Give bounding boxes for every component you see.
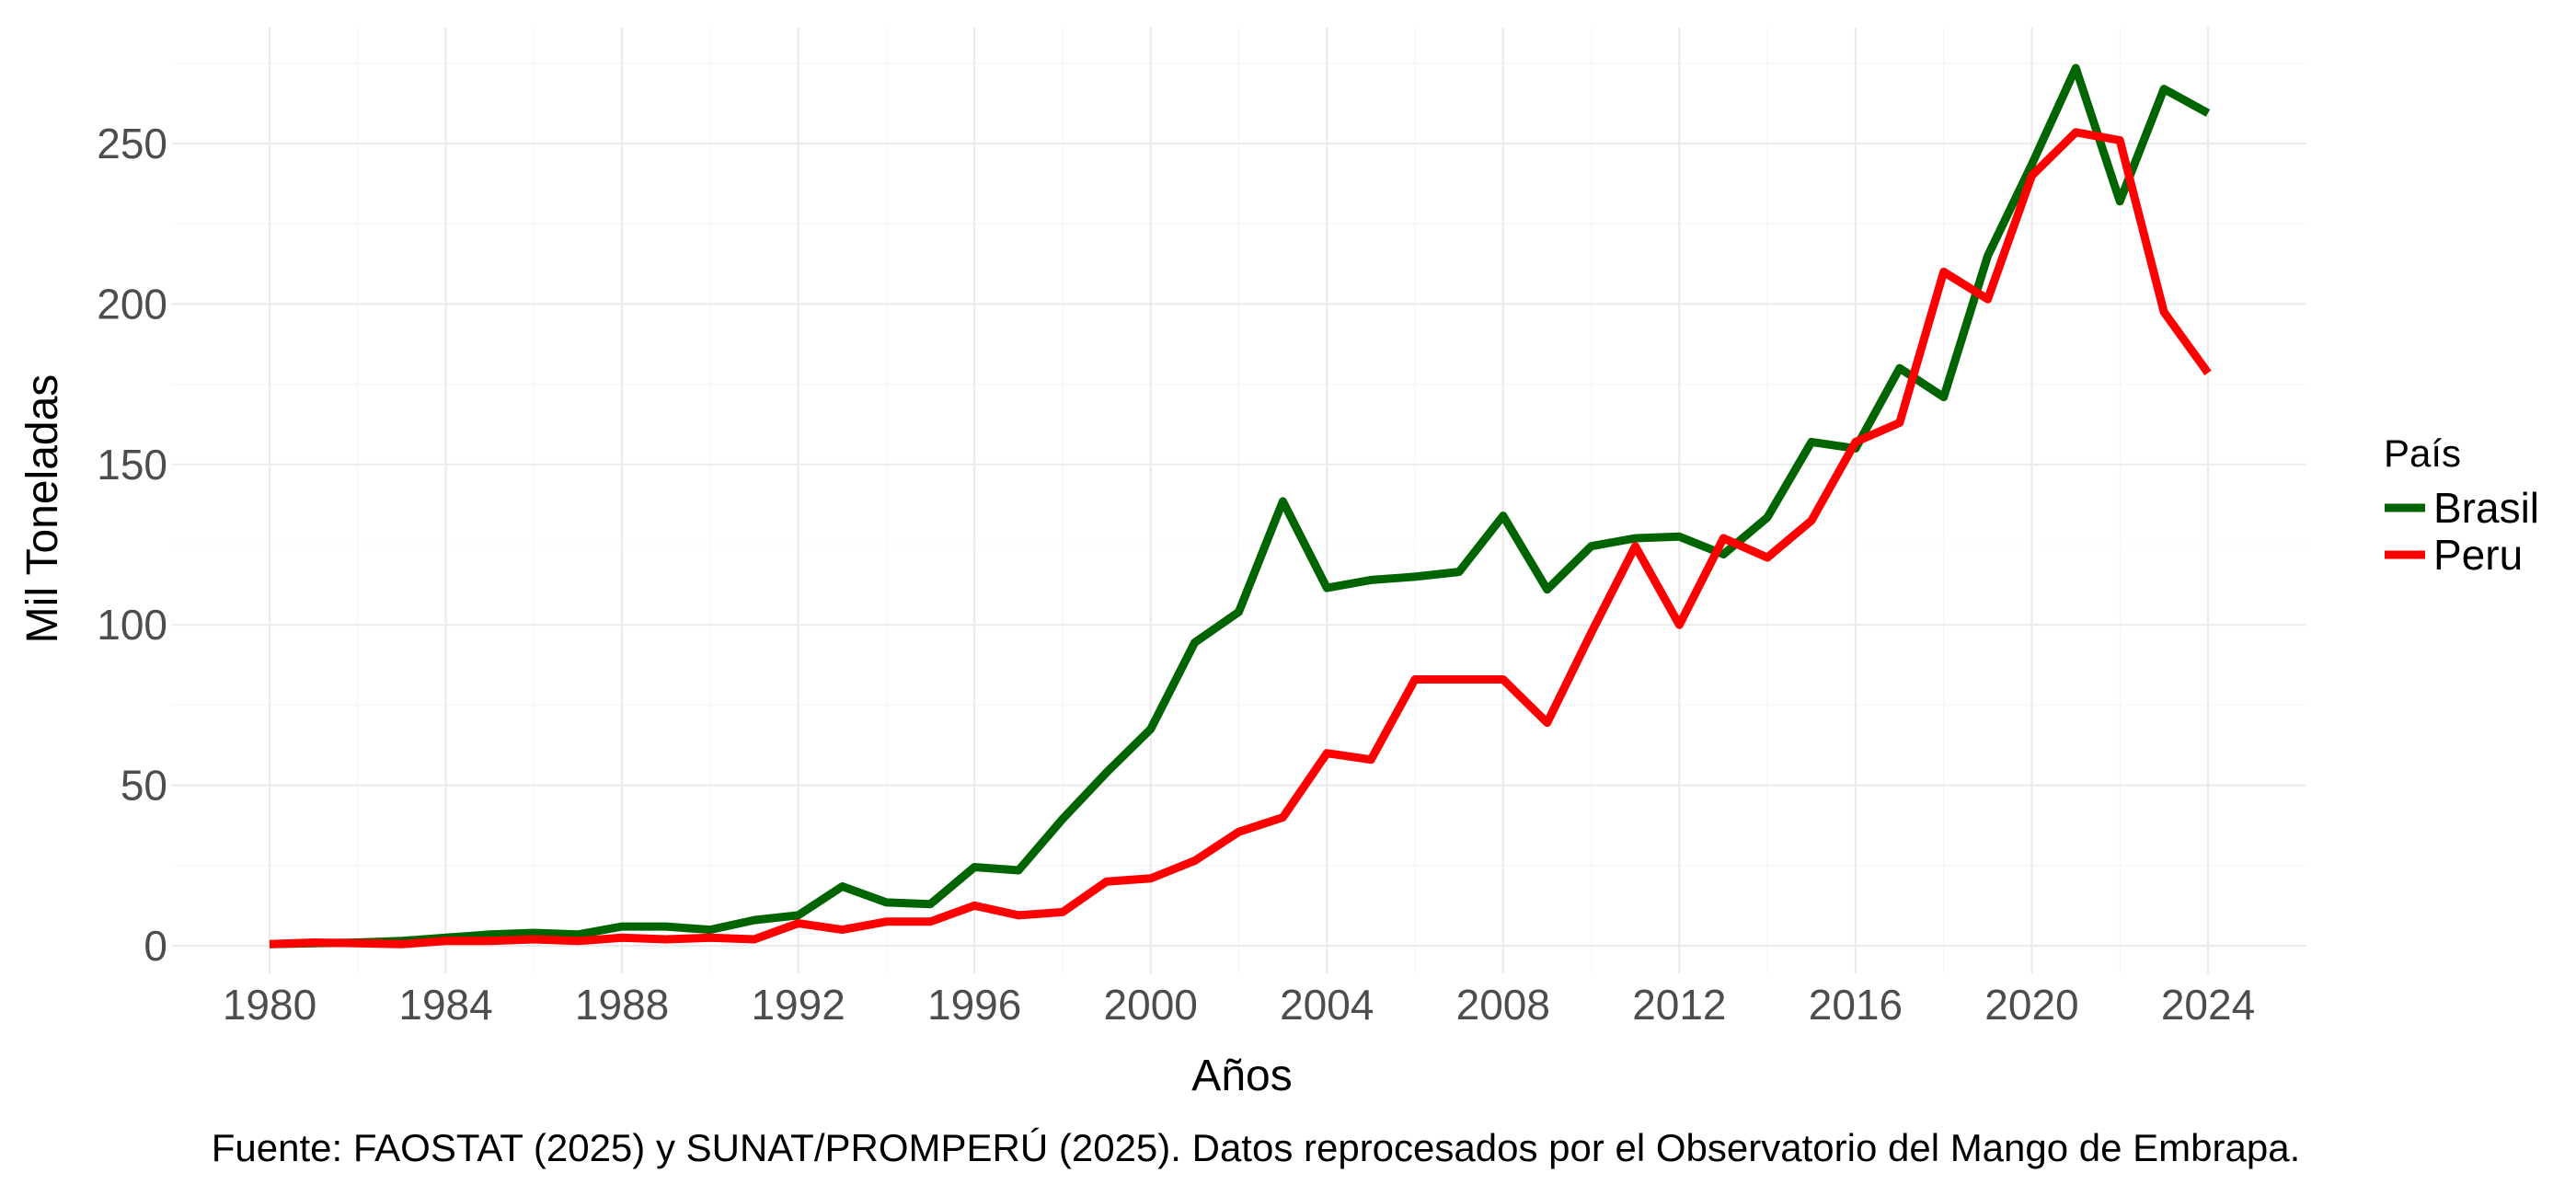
y-tick-label: 150: [97, 441, 167, 489]
legend-label-brasil: Brasil: [2433, 484, 2539, 532]
series-line-peru: [269, 128, 2212, 949]
x-tick-label: 2008: [1456, 981, 1550, 1029]
y-tick-label: 200: [97, 280, 167, 328]
x-tick-label: 1984: [398, 981, 492, 1029]
x-tick-label: 1980: [223, 981, 316, 1029]
x-tick-label: 2000: [1104, 981, 1198, 1029]
legend-item-peru: Peru: [2385, 531, 2523, 579]
y-axis-title: Mil Toneladas: [18, 374, 67, 644]
x-tick-label: 1988: [575, 981, 669, 1029]
legend-item-brasil: Brasil: [2385, 484, 2539, 532]
x-tick-label: 2020: [1984, 981, 2078, 1029]
x-axis-tick-labels: 1980 1984 1988 1992 1996 2000 2004 2008 2012 2016…: [223, 981, 2255, 1029]
x-tick-label: 2012: [1632, 981, 1726, 1029]
major-gridlines: [172, 28, 2306, 973]
y-tick-label: 250: [97, 120, 167, 167]
x-axis-title: Años: [1191, 1052, 1292, 1100]
x-tick-label: 2004: [1280, 981, 1374, 1029]
x-tick-label: 1992: [751, 981, 845, 1029]
minor-gridlines: [172, 28, 2306, 973]
y-axis-tick-labels: 0 50 100 150 200 250: [97, 120, 167, 970]
x-tick-label: 2016: [1809, 981, 1903, 1029]
y-tick-label: 50: [121, 762, 167, 810]
x-tick-label: 1996: [927, 981, 1021, 1029]
legend-label-peru: Peru: [2433, 531, 2523, 579]
series-line-brasil: [269, 63, 2211, 949]
x-tick-label: 2024: [2161, 981, 2255, 1029]
y-tick-label: 0: [144, 922, 167, 970]
y-tick-label: 100: [97, 601, 167, 649]
series-layer: [269, 63, 2212, 949]
legend-title: País: [2384, 431, 2461, 475]
source-caption: Fuente: FAOSTAT (2025) y SUNAT/PROMPERÚ …: [212, 1126, 2301, 1169]
